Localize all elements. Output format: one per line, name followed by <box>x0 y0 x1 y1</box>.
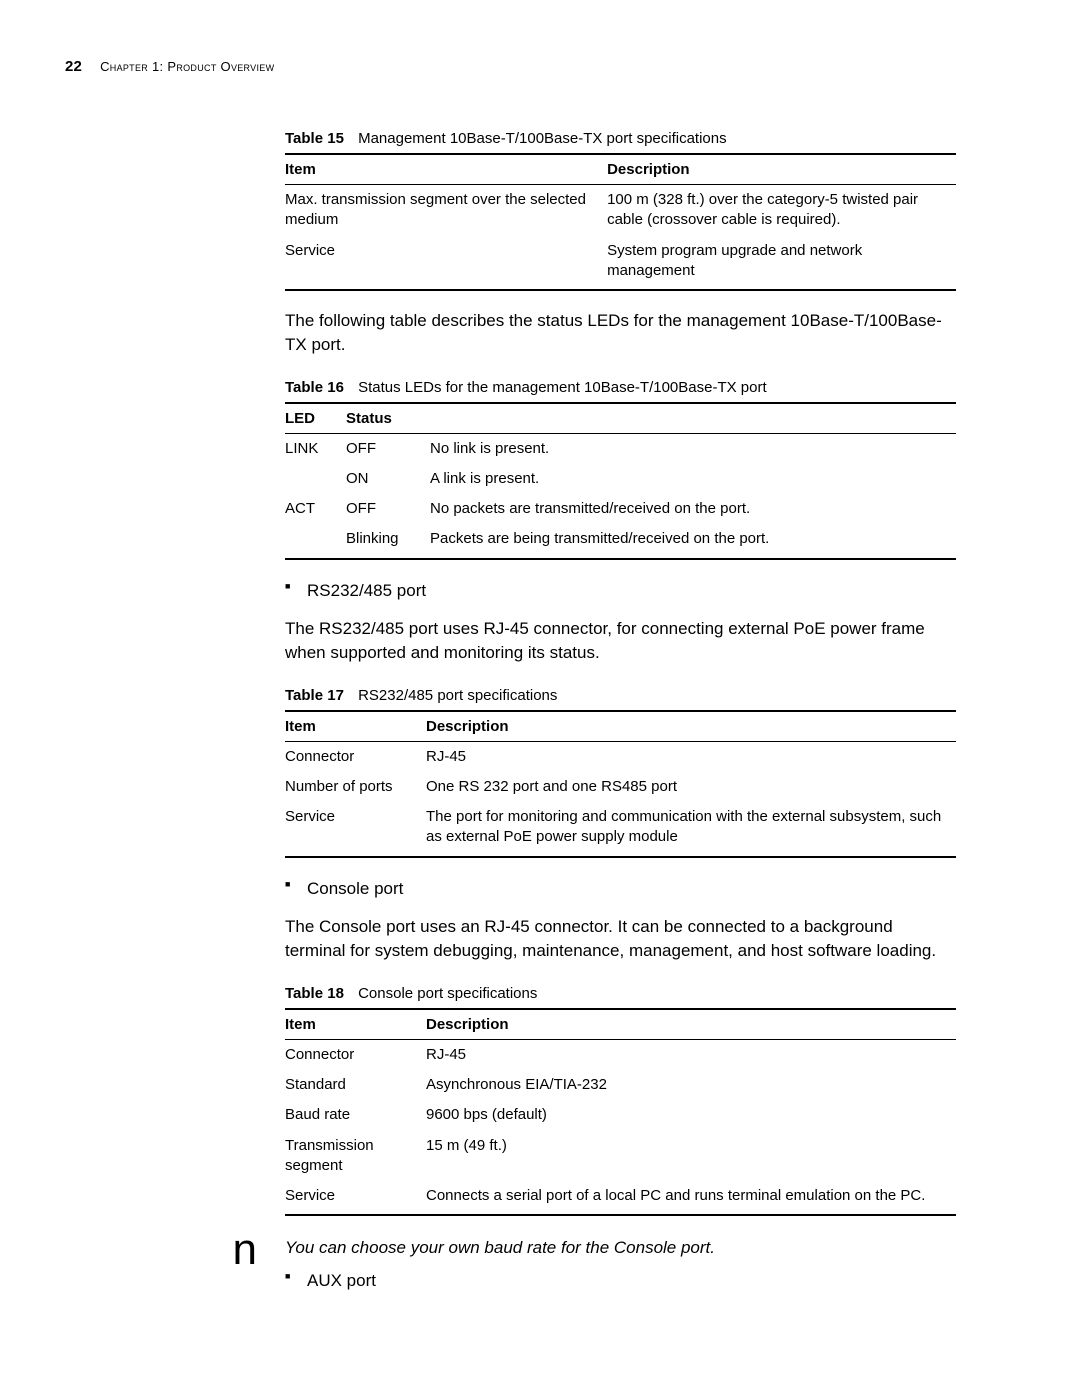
table15-col-desc: Description <box>607 154 956 185</box>
table16-label: Table 16 <box>285 379 344 396</box>
list-item: RS232/485 port <box>285 578 956 604</box>
list-item: AUX port <box>285 1268 956 1294</box>
table18-caption: Table 18 Console port specifications <box>285 985 956 1002</box>
cell: Baud rate <box>285 1100 426 1130</box>
table-row: Connector RJ-45 <box>285 741 956 772</box>
cell: OFF <box>346 494 430 524</box>
table18-title: Console port specifications <box>358 985 537 1002</box>
paragraph: The following table describes the status… <box>285 309 956 357</box>
cell: System program upgrade and network manag… <box>607 236 956 291</box>
cell: The port for monitoring and communicatio… <box>426 802 956 857</box>
table-row: Blinking Packets are being transmitted/r… <box>285 524 956 558</box>
cell: Transmission segment <box>285 1131 426 1182</box>
table16-title: Status LEDs for the management 10Base-T/… <box>358 379 767 396</box>
document-page: 22 Chapter 1: Product Overview Table 15 … <box>0 0 1080 1397</box>
table16-col-status: Status <box>346 403 430 434</box>
cell: Connector <box>285 741 426 772</box>
cell: Connector <box>285 1039 426 1070</box>
table18-col-item: Item <box>285 1009 426 1040</box>
table17-col-item: Item <box>285 711 426 742</box>
table-row: Connector RJ-45 <box>285 1039 956 1070</box>
cell: Asynchronous EIA/TIA-232 <box>426 1070 956 1100</box>
note-icon: n <box>65 1230 285 1270</box>
table15-title: Management 10Base-T/100Base-TX port spec… <box>358 130 727 147</box>
cell: Packets are being transmitted/received o… <box>430 524 956 558</box>
table-row: ON A link is present. <box>285 464 956 494</box>
cell: RJ-45 <box>426 1039 956 1070</box>
table17-caption: Table 17 RS232/485 port specifications <box>285 687 956 704</box>
table-row: Service System program upgrade and netwo… <box>285 236 956 291</box>
page-number: 22 <box>65 58 82 75</box>
table18-col-desc: Description <box>426 1009 956 1040</box>
cell: A link is present. <box>430 464 956 494</box>
bullet-list: RS232/485 port <box>285 578 956 604</box>
note-text: You can choose your own baud rate for th… <box>285 1236 956 1260</box>
cell: Standard <box>285 1070 426 1100</box>
cell <box>285 524 346 558</box>
cell: Max. transmission segment over the selec… <box>285 185 607 236</box>
table16: LED Status LINK OFF No link is present. … <box>285 402 956 560</box>
table-row: Standard Asynchronous EIA/TIA-232 <box>285 1070 956 1100</box>
table15-label: Table 15 <box>285 130 344 147</box>
cell: 9600 bps (default) <box>426 1100 956 1130</box>
table16-caption: Table 16 Status LEDs for the management … <box>285 379 956 396</box>
table15-caption: Table 15 Management 10Base-T/100Base-TX … <box>285 130 956 147</box>
table16-col-led: LED <box>285 403 346 434</box>
table15: Item Description Max. transmission segme… <box>285 153 956 291</box>
table18: Item Description Connector RJ-45 Standar… <box>285 1008 956 1217</box>
cell: 15 m (49 ft.) <box>426 1131 956 1182</box>
table-row: Baud rate 9600 bps (default) <box>285 1100 956 1130</box>
table-row: Service The port for monitoring and comm… <box>285 802 956 857</box>
cell: One RS 232 port and one RS485 port <box>426 772 956 802</box>
cell: 100 m (328 ft.) over the category-5 twis… <box>607 185 956 236</box>
table-row: Max. transmission segment over the selec… <box>285 185 956 236</box>
cell: Connects a serial port of a local PC and… <box>426 1181 956 1215</box>
cell: LINK <box>285 433 346 464</box>
table17-label: Table 17 <box>285 687 344 704</box>
chapter-label: Chapter 1: Product Overview <box>100 59 274 74</box>
cell: No link is present. <box>430 433 956 464</box>
table-row: Service Connects a serial port of a loca… <box>285 1181 956 1215</box>
table15-col-item: Item <box>285 154 607 185</box>
cell: Service <box>285 236 607 291</box>
table17-col-desc: Description <box>426 711 956 742</box>
cell: Blinking <box>346 524 430 558</box>
table-row: Number of ports One RS 232 port and one … <box>285 772 956 802</box>
cell: OFF <box>346 433 430 464</box>
table-row: LINK OFF No link is present. <box>285 433 956 464</box>
page-header: 22 Chapter 1: Product Overview <box>65 58 956 75</box>
list-item: Console port <box>285 876 956 902</box>
bullet-list: AUX port <box>285 1268 956 1294</box>
table16-col-desc <box>430 403 956 434</box>
cell: Number of ports <box>285 772 426 802</box>
table17-title: RS232/485 port specifications <box>358 687 557 704</box>
cell: Service <box>285 1181 426 1215</box>
bullet-list: Console port <box>285 876 956 902</box>
cell: ON <box>346 464 430 494</box>
cell: ACT <box>285 494 346 524</box>
table-row: ACT OFF No packets are transmitted/recei… <box>285 494 956 524</box>
main-content: Table 15 Management 10Base-T/100Base-TX … <box>285 130 956 1216</box>
table-row: Transmission segment 15 m (49 ft.) <box>285 1131 956 1182</box>
note-row: n You can choose your own baud rate for … <box>65 1236 956 1307</box>
cell <box>285 464 346 494</box>
table17: Item Description Connector RJ-45 Number … <box>285 710 956 858</box>
table18-label: Table 18 <box>285 985 344 1002</box>
cell: No packets are transmitted/received on t… <box>430 494 956 524</box>
paragraph: The Console port uses an RJ-45 connector… <box>285 915 956 963</box>
cell: RJ-45 <box>426 741 956 772</box>
paragraph: The RS232/485 port uses RJ-45 connector,… <box>285 617 956 665</box>
cell: Service <box>285 802 426 857</box>
note-body: You can choose your own baud rate for th… <box>285 1236 956 1307</box>
